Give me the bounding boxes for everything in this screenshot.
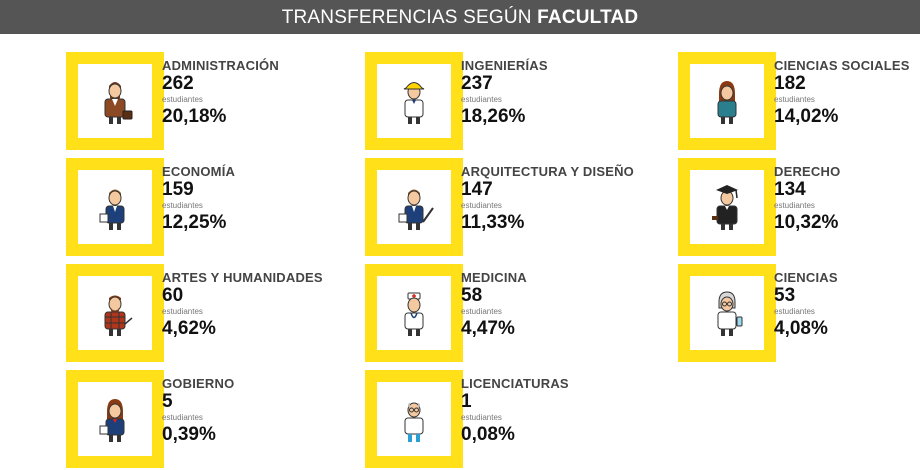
student-unit: estudiantes	[461, 201, 502, 210]
icon-frame	[365, 264, 463, 362]
student-count: 58	[461, 285, 483, 306]
icon-frame	[365, 370, 463, 468]
student-count: 182	[774, 73, 806, 94]
student-count: 53	[774, 285, 796, 306]
student-unit: estudiantes	[461, 413, 502, 422]
title-bold: FACULTAD	[537, 7, 639, 28]
student-unit: estudiantes	[774, 201, 815, 210]
student-count: 262	[162, 73, 194, 94]
architect-icon	[398, 189, 434, 230]
student-count: 5	[162, 391, 173, 412]
faculty-name: GOBIERNO	[162, 376, 235, 391]
student-count: 237	[461, 73, 493, 94]
student-unit: estudiantes	[162, 307, 203, 316]
student-count: 134	[774, 179, 806, 200]
student-count: 60	[162, 285, 184, 306]
faculty-name: ADMINISTRACIÓN	[162, 58, 279, 73]
faculty-card-ciencias: CIENCIAS 53 estudiantes 4,08%	[678, 264, 920, 364]
faculty-name: MEDICINA	[461, 270, 527, 285]
student-percent: 18,26%	[461, 106, 526, 127]
teacher-icon	[404, 402, 424, 442]
faculty-card-ciencias-sociales: CIENCIAS SOCIALES 182 estudiantes 14,02%	[678, 52, 920, 152]
student-percent: 4,62%	[162, 318, 216, 339]
student-unit: estudiantes	[461, 307, 502, 316]
faculty-name: INGENIERÍAS	[461, 58, 548, 73]
faculty-card-medicina: MEDICINA 58 estudiantes 4,47%	[365, 264, 665, 364]
faculty-name: CIENCIAS	[774, 270, 838, 285]
faculty-name: ARQUITECTURA Y DISEÑO	[461, 164, 634, 179]
faculty-card-derecho: DERECHO 134 estudiantes 10,32%	[678, 158, 920, 258]
icon-frame	[66, 158, 164, 256]
student-unit: estudiantes	[162, 201, 203, 210]
student-percent: 12,25%	[162, 212, 227, 233]
woman-government-icon	[99, 399, 125, 442]
icon-frame	[66, 264, 164, 362]
student-unit: estudiantes	[461, 95, 502, 104]
student-count: 1	[461, 391, 472, 412]
icon-frame	[678, 52, 776, 150]
icon-frame	[66, 52, 164, 150]
artist-plaid-icon	[104, 295, 133, 336]
icon-frame	[678, 264, 776, 362]
economist-icon	[99, 189, 125, 230]
page-title: TRANSFERENCIAS SEGÚN FACULTAD	[0, 0, 920, 34]
student-percent: 0,39%	[162, 424, 216, 445]
student-unit: estudiantes	[774, 307, 815, 316]
doctor-icon	[404, 292, 424, 336]
woman-social-scientist-icon	[717, 81, 737, 124]
faculty-card-artes: ARTES Y HUMANIDADES 60 estudiantes 4,62%	[66, 264, 366, 364]
student-percent: 14,02%	[774, 106, 839, 127]
faculty-card-gobierno: GOBIERNO 5 estudiantes 0,39%	[66, 370, 366, 470]
student-count: 147	[461, 179, 493, 200]
faculty-name: LICENCIATURAS	[461, 376, 569, 391]
faculty-card-administracion: ADMINISTRACIÓN 262 estudiantes 20,18%	[66, 52, 366, 152]
icon-frame	[66, 370, 164, 468]
icon-frame	[678, 158, 776, 256]
graduate-lawyer-icon	[712, 185, 738, 230]
engineer-hardhat-icon	[403, 82, 425, 124]
student-percent: 10,32%	[774, 212, 839, 233]
scientist-icon	[717, 291, 743, 336]
student-percent: 4,08%	[774, 318, 828, 339]
faculty-card-arquitectura: ARQUITECTURA Y DISEÑO 147 estudiantes 11…	[365, 158, 665, 258]
student-count: 159	[162, 179, 194, 200]
student-percent: 4,47%	[461, 318, 515, 339]
faculty-card-licenciaturas: LICENCIATURAS 1 estudiantes 0,08%	[365, 370, 665, 470]
faculty-name: ARTES Y HUMANIDADES	[162, 270, 323, 285]
icon-frame	[365, 158, 463, 256]
title-light: TRANSFERENCIAS SEGÚN	[281, 7, 532, 28]
icon-frame	[365, 52, 463, 150]
faculty-name: CIENCIAS SOCIALES	[774, 58, 910, 73]
faculty-name: ECONOMÍA	[162, 164, 236, 179]
student-percent: 20,18%	[162, 106, 227, 127]
faculty-card-economia: ECONOMÍA 159 estudiantes 12,25%	[66, 158, 366, 258]
businessman-briefcase-icon	[104, 82, 133, 124]
student-unit: estudiantes	[774, 95, 815, 104]
student-unit: estudiantes	[162, 413, 203, 422]
faculty-card-ingenierias: INGENIERÍAS 237 estudiantes 18,26%	[365, 52, 665, 152]
student-percent: 0,08%	[461, 424, 515, 445]
faculty-name: DERECHO	[774, 164, 841, 179]
student-unit: estudiantes	[162, 95, 203, 104]
student-percent: 11,33%	[461, 212, 525, 233]
